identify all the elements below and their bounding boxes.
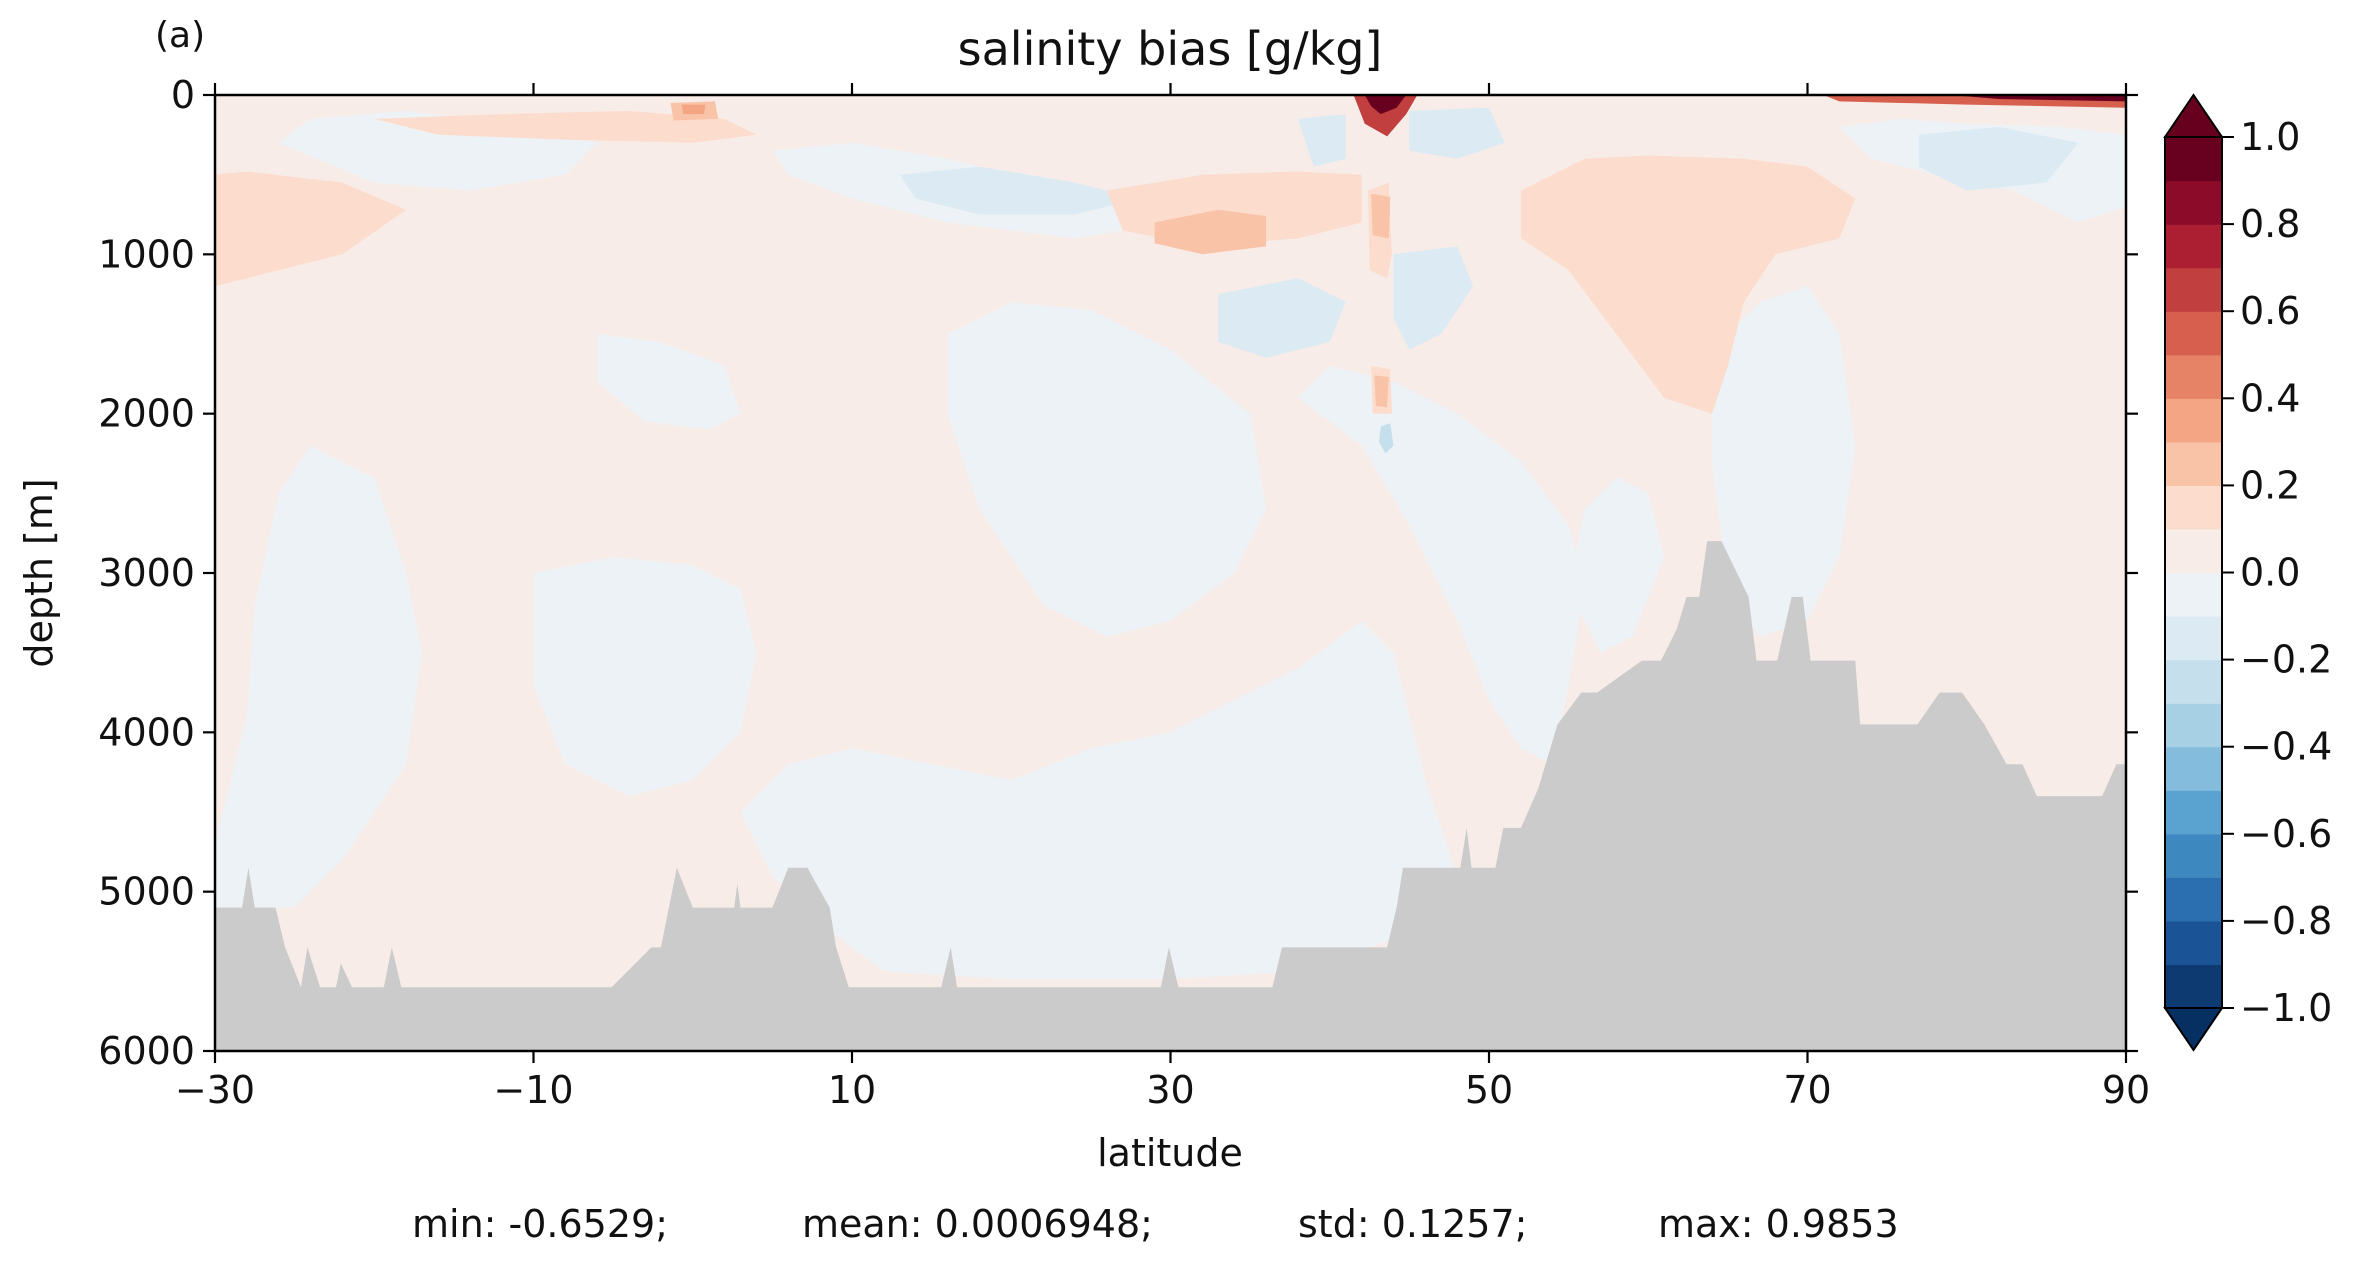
field-patch-2 — [740, 620, 1458, 980]
field-patch-25 — [1154, 209, 1267, 255]
colorbar-tick-label: −0.8 — [2240, 899, 2332, 943]
field-patch-12 — [1218, 278, 1346, 358]
stat-max: max: 0.9853 — [1658, 1202, 1899, 1246]
colorbar-tick-label: −0.4 — [2240, 725, 2332, 769]
colorbar: 1.0 0.8 0.6 0.4 0.2 0.0 −0.2 −0.4 −0.6 −0.8 −1.0 — [2163, 93, 2332, 1052]
x-tick-label: 30 — [1146, 1068, 1194, 1112]
field-patch-11 — [899, 166, 1139, 215]
colorbar-extend-max — [2163, 93, 2224, 138]
x-tick-label: 70 — [1783, 1068, 1831, 1112]
x-axis-label: latitude — [1097, 1131, 1243, 1175]
field-patch-13 — [1393, 246, 1474, 350]
x-axis: −30 −10 10 30 50 70 90 — [175, 83, 2150, 1112]
plot-area — [215, 95, 2126, 1051]
field-patch-4 — [1297, 365, 1585, 765]
field-patch-28 — [1374, 375, 1389, 408]
colorbar-tick-label: 0.6 — [2240, 289, 2300, 333]
x-tick-label: −30 — [175, 1068, 255, 1112]
field-patch-18 — [215, 171, 407, 287]
colorbar-bin — [2165, 920, 2222, 966]
colorbar-bin — [2165, 703, 2222, 748]
x-tick-label: 50 — [1465, 1068, 1513, 1112]
y-tick-label: 6000 — [98, 1029, 195, 1073]
colorbar-bin — [2165, 616, 2222, 661]
panel-label: (a) — [155, 15, 205, 56]
y-tick-label: 2000 — [98, 392, 195, 436]
colorbar-bin — [2165, 964, 2222, 1009]
colorbar-bin — [2165, 311, 2222, 356]
seafloor-land-mask — [215, 541, 2126, 1051]
field-patch-1 — [533, 557, 757, 797]
colorbar-bin — [2165, 659, 2222, 704]
field-patch-6 — [1712, 286, 1856, 637]
colorbar-tick-label: −0.6 — [2240, 812, 2332, 856]
field-patch-8 — [597, 334, 741, 430]
colorbar-extend-min — [2163, 1007, 2224, 1052]
field-patch-14 — [1297, 114, 1346, 167]
y-tick-label: 5000 — [98, 870, 195, 914]
field-patch-16 — [1919, 126, 2079, 191]
colorbar-tick-label: 1.0 — [2240, 115, 2300, 159]
stat-min: min: -0.6529; — [412, 1202, 668, 1246]
y-tick-label: 3000 — [98, 551, 195, 595]
colorbar-bin — [2165, 224, 2222, 269]
field-patch-31 — [1364, 95, 1407, 115]
field-patch-33 — [1950, 95, 2126, 102]
field-patch-5 — [1568, 477, 1665, 653]
y-tick-label: 1000 — [98, 232, 195, 276]
colorbar-bin — [2165, 137, 2222, 182]
field-patch-21 — [1520, 155, 1856, 414]
x-tick-label: 10 — [828, 1068, 876, 1112]
colorbar-bin — [2165, 485, 2222, 530]
stats-footer: min: -0.6529; mean: 0.0006948; std: 0.12… — [412, 1202, 1899, 1246]
colorbar-bin — [2165, 180, 2222, 225]
colorbar-tick-label: 0.8 — [2240, 202, 2300, 246]
field-patch-3 — [947, 302, 1267, 637]
colorbar-bin — [2165, 877, 2222, 922]
field-patch-30 — [1353, 95, 1418, 137]
field-patch-0 — [215, 445, 422, 908]
colorbar-bin — [2165, 267, 2222, 312]
x-tick-label: 90 — [2102, 1068, 2150, 1112]
colorbar-bin — [2165, 790, 2222, 835]
field-patch-29 — [681, 104, 706, 115]
y-axis-label: depth [m] — [17, 478, 61, 667]
colorbar-bin — [2165, 528, 2222, 574]
colorbar-bin — [2165, 746, 2222, 791]
colorbar-tick-label: 0.0 — [2240, 551, 2300, 595]
x-tick-label: −10 — [493, 1068, 573, 1112]
colorbar-bin — [2165, 398, 2222, 443]
colorbar-bin — [2165, 354, 2222, 399]
field-patch-15 — [1409, 107, 1505, 159]
stat-mean: mean: 0.0006948; — [802, 1202, 1153, 1246]
colorbar-tick-label: 0.2 — [2240, 463, 2300, 507]
y-tick-label: 4000 — [98, 710, 195, 754]
colorbar-tick-label: −1.0 — [2240, 986, 2332, 1030]
y-tick-label: 0 — [171, 73, 195, 117]
colorbar-tick-label: −0.2 — [2240, 638, 2332, 682]
stat-std: std: 0.1257; — [1298, 1202, 1527, 1246]
colorbar-bin — [2165, 833, 2222, 878]
chart-title: salinity bias [g/kg] — [958, 22, 1383, 76]
field-patch-27 — [1371, 193, 1391, 239]
colorbar-tick-label: 0.4 — [2240, 376, 2300, 420]
field-patch-17 — [1379, 423, 1394, 454]
salinity-field — [215, 95, 2126, 980]
colorbar-bin — [2165, 572, 2222, 617]
y-axis: 0 1000 2000 3000 4000 5000 6000 — [98, 73, 2138, 1073]
field-patch-19 — [374, 110, 757, 143]
colorbar-bin — [2165, 441, 2222, 486]
